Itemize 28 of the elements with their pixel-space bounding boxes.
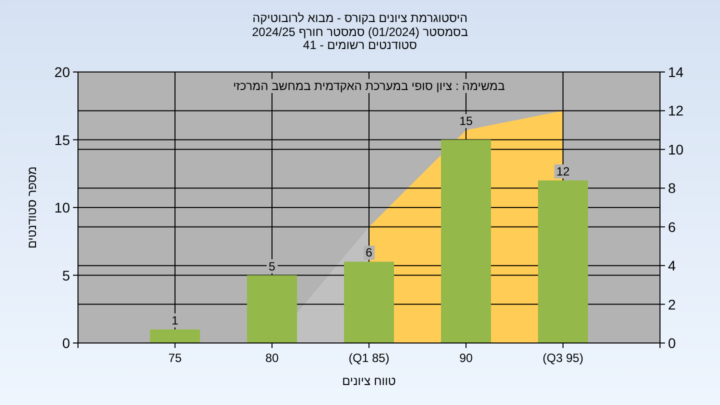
y2-tick-label: 4	[668, 258, 676, 274]
y-tick-label: 15	[54, 132, 70, 148]
y-tick-label: 5	[62, 267, 70, 284]
y2-tick-label: 6	[668, 218, 676, 235]
data-label: 12	[556, 164, 570, 178]
x-tick-label: 80	[265, 351, 279, 365]
y-tick-label: 10	[54, 200, 70, 216]
x-tick-label: 75	[168, 351, 182, 365]
y-tick-label: 20	[54, 64, 70, 80]
data-label: 1	[172, 313, 179, 328]
y-tick-label: 0	[62, 335, 70, 351]
x-tick-label: (Q1 85)	[348, 351, 390, 365]
x-tick-label: (Q3 95)	[542, 351, 584, 365]
y-axis-title: מספר סטודנטים	[25, 166, 39, 249]
chart-title: היסטוגרמת ציונים בקורס - מבוא לרובוטיקה	[252, 11, 468, 25]
y2-tick-label: 10	[668, 141, 684, 158]
x-axis-title: טווח ציונים	[342, 374, 396, 388]
y2-tick-label: 14	[668, 64, 684, 80]
data-label: 5	[268, 259, 276, 274]
data-label: 15	[459, 114, 473, 128]
y2-tick-label: 2	[668, 296, 676, 312]
y2-tick-label: 12	[668, 102, 684, 119]
x-tick-label: 90	[459, 351, 473, 365]
y2-tick-label: 0	[668, 335, 676, 351]
chart-subtitle: בסמסטר (01/2024) סמסטר חורף 2024/25 סטודנטים רשומים - 41	[252, 25, 468, 52]
y2-tick-label: 8	[668, 180, 676, 196]
annotation: במשימה : ציון סופי במערכת האקדמית במחשב המרכזי	[233, 79, 505, 93]
data-label: 6	[366, 246, 373, 260]
